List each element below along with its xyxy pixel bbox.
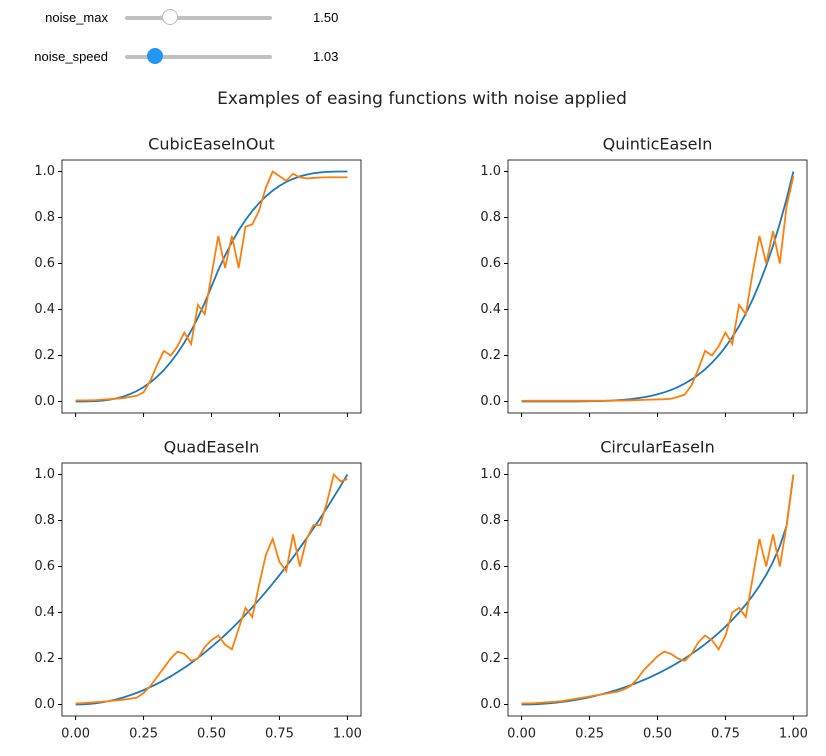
y-tick-label: 0.2 — [480, 651, 501, 666]
y-tick-label: 0.0 — [480, 697, 501, 712]
y-tick-label: 0.2 — [34, 651, 55, 666]
line-series — [521, 474, 795, 706]
slider-knob[interactable] — [162, 9, 178, 25]
y-tick-label: 0.6 — [34, 256, 55, 271]
line-series — [75, 170, 348, 402]
y-tick-label: 0.8 — [480, 210, 501, 225]
y-tick-label: 0.4 — [480, 302, 501, 317]
slider-label: noise_max — [45, 10, 108, 25]
x-tick-label: 1.00 — [333, 727, 362, 742]
y-tick-label: 0.4 — [34, 302, 55, 317]
x-tick-label: 1.00 — [779, 727, 808, 742]
line-series — [75, 474, 349, 706]
axes-frame — [507, 462, 808, 717]
axes-frame — [507, 159, 808, 414]
slider-label: noise_speed — [34, 49, 108, 64]
y-tick-label: 0.0 — [34, 394, 55, 409]
x-tick-label: 0.25 — [129, 727, 158, 742]
y-tick-label: 1.0 — [34, 467, 55, 482]
slider-knob[interactable] — [147, 48, 163, 64]
slider-value: 1.03 — [313, 49, 339, 64]
subplot-title: CircularEaseIn — [600, 438, 715, 457]
x-tick-label: 0.75 — [711, 727, 740, 742]
slider-value: 1.50 — [313, 10, 339, 25]
y-tick-label: 0.4 — [34, 605, 55, 620]
x-tick-label: 0.00 — [61, 727, 90, 742]
line-series — [521, 474, 795, 705]
x-tick-label: 0.50 — [643, 727, 672, 742]
line-series — [521, 171, 795, 403]
axes-frame — [61, 159, 362, 414]
y-tick-label: 1.0 — [480, 467, 501, 482]
y-tick-label: 0.6 — [480, 256, 501, 271]
y-tick-label: 0.6 — [34, 559, 55, 574]
y-tick-label: 0.6 — [480, 559, 501, 574]
y-tick-label: 0.0 — [34, 697, 55, 712]
y-tick-label: 0.2 — [480, 348, 501, 363]
subplot-title: QuadEaseIn — [164, 438, 260, 457]
x-tick-label: 0.25 — [575, 727, 604, 742]
slider-track[interactable] — [125, 55, 272, 59]
noise-max-slider[interactable]: noise_max 1.50 — [0, 6, 360, 30]
y-tick-label: 1.0 — [480, 164, 501, 179]
line-series — [75, 472, 348, 705]
subplot-title: QuinticEaseIn — [603, 135, 713, 154]
y-tick-label: 0.8 — [34, 513, 55, 528]
subplot-title: CubicEaseInOut — [148, 135, 275, 154]
figure-title: Examples of easing functions with noise … — [217, 89, 627, 109]
y-tick-label: 0.4 — [480, 605, 501, 620]
y-tick-label: 0.2 — [34, 348, 55, 363]
line-series — [75, 170, 348, 403]
slider-track[interactable] — [125, 16, 272, 20]
x-tick-label: 0.50 — [197, 727, 226, 742]
y-tick-label: 1.0 — [34, 164, 55, 179]
y-tick-label: 0.8 — [34, 210, 55, 225]
noise-speed-slider[interactable]: noise_speed 1.03 — [0, 45, 360, 69]
axes-frame — [61, 462, 362, 717]
line-series — [521, 175, 795, 402]
y-tick-label: 0.0 — [480, 394, 501, 409]
y-tick-label: 0.8 — [480, 513, 501, 528]
x-tick-label: 0.00 — [507, 727, 536, 742]
x-tick-label: 0.75 — [265, 727, 294, 742]
